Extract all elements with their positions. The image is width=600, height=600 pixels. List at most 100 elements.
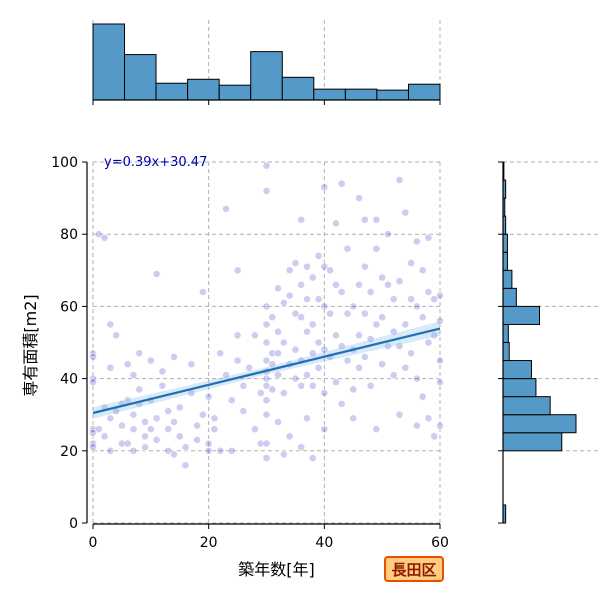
scatter-point — [401, 320, 410, 329]
right-hist-bar — [502, 414, 577, 434]
scatter-point — [123, 439, 132, 448]
scatter-point — [343, 356, 352, 365]
scatter-point — [424, 233, 433, 242]
scatter-point — [164, 425, 173, 434]
scatter-point — [89, 428, 97, 437]
scatter-point — [412, 302, 421, 311]
scatter-point — [407, 349, 415, 358]
scatter-point — [366, 381, 375, 390]
top-hist-bar — [407, 83, 441, 101]
scatter-point — [210, 414, 219, 423]
scatter-point — [436, 356, 444, 365]
right-hist-bar — [502, 342, 510, 362]
y-tick-label: 60 — [60, 299, 78, 315]
scatter-point — [129, 371, 138, 379]
y-tick-label: 100 — [51, 155, 78, 171]
scatter-point — [181, 443, 190, 452]
scatter-point — [401, 363, 410, 372]
scatter-point — [123, 360, 132, 369]
scatter-point — [430, 432, 439, 441]
scatter-point — [94, 230, 103, 239]
scatter-point — [297, 443, 306, 452]
scatter-point — [262, 186, 271, 195]
scatter-point — [389, 371, 398, 379]
y-tick-label: 20 — [60, 444, 78, 460]
scatter-point — [262, 374, 271, 383]
scatter-point — [279, 298, 288, 307]
scatter-point — [129, 446, 138, 455]
scatter-point — [193, 421, 201, 430]
scatter-point — [227, 446, 236, 455]
y-axis-label: 専有面積[m2] — [21, 294, 40, 396]
scatter-point — [343, 244, 352, 253]
scatter-points — [89, 161, 444, 470]
scatter-point — [360, 262, 369, 271]
scatter-point — [152, 414, 161, 423]
scatter-point — [436, 378, 444, 387]
scatter-point — [314, 338, 323, 347]
scatter-point — [303, 295, 311, 304]
scatter-point — [164, 446, 173, 455]
scatter-point — [436, 316, 444, 325]
scatter-point — [262, 320, 271, 329]
scatter-point — [152, 436, 161, 444]
scatter-point — [175, 403, 184, 412]
right-hist-bar — [502, 323, 509, 344]
scatter-point — [349, 385, 358, 394]
right-hist-bar — [502, 251, 508, 271]
scatter-point — [389, 295, 398, 304]
scatter-point — [326, 309, 335, 318]
scatter-point — [331, 378, 340, 387]
scatter-point — [175, 432, 184, 441]
scatter-point — [279, 450, 288, 459]
scatter-point — [233, 356, 242, 365]
scatter-point — [355, 363, 363, 372]
scatter-point — [308, 381, 317, 390]
scatter-point — [170, 353, 178, 361]
scatter-point — [372, 215, 381, 224]
scatter-point — [158, 367, 167, 376]
scatter-point — [337, 288, 346, 296]
scatter-point — [349, 302, 358, 311]
scatter-point — [198, 410, 207, 419]
scatter-point — [135, 349, 144, 358]
scatter-point — [418, 266, 427, 275]
scatter-point — [285, 266, 294, 275]
y-tick-label: 40 — [60, 372, 78, 388]
top-hist-bar — [313, 88, 346, 101]
scatter-point — [279, 338, 288, 347]
scatter-point — [256, 439, 265, 448]
scatter-point — [372, 320, 381, 329]
scatter-point — [141, 418, 149, 426]
scatter-point — [204, 439, 213, 448]
scatter-point — [187, 360, 196, 369]
scatter-point — [262, 161, 271, 170]
y-tick-label: 0 — [69, 516, 78, 532]
right-hist-bar — [502, 360, 532, 380]
scatter-point — [436, 421, 444, 430]
scatter-point — [262, 338, 271, 347]
right-hist-bar — [502, 396, 551, 416]
scatter-point — [204, 446, 213, 455]
scatter-point — [366, 334, 375, 343]
right-hist-bar — [502, 269, 513, 289]
scatter-point — [233, 266, 242, 275]
scatter-point — [424, 338, 433, 347]
scatter-point — [274, 371, 282, 379]
scatter-point — [158, 381, 167, 390]
scatter-point — [355, 280, 363, 289]
scatter-point — [418, 313, 427, 322]
scatter-point — [337, 342, 346, 351]
scatter-point — [94, 425, 103, 434]
scatter-point — [141, 443, 149, 452]
scatter-point — [285, 432, 294, 441]
scatter-point — [320, 262, 329, 271]
top-hist-bar — [124, 54, 157, 101]
y-tick-label: 80 — [60, 227, 78, 243]
scatter-point — [210, 425, 219, 434]
scatter-point — [412, 237, 421, 246]
scatter-point — [222, 205, 230, 213]
scatter-point — [320, 183, 329, 192]
